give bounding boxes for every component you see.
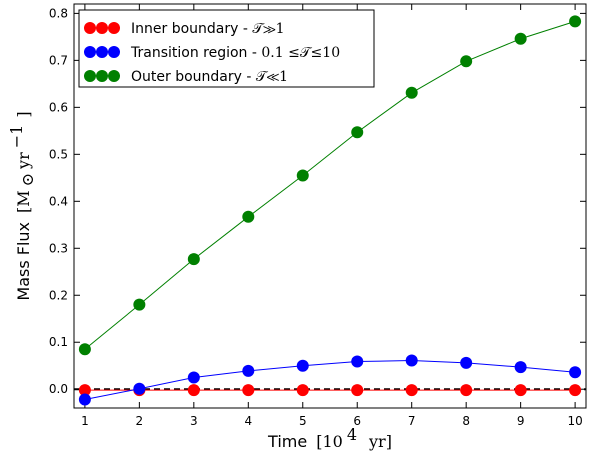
series-2 bbox=[78, 354, 582, 406]
y-tick-label: 0.2 bbox=[49, 288, 68, 302]
x-tick-label: 10 bbox=[567, 414, 582, 428]
legend-label-math: 0.1 ≤𝒯≤10 bbox=[261, 45, 340, 61]
legend-marker bbox=[108, 70, 120, 82]
y-axis-label-unit-tail: ] bbox=[14, 111, 33, 117]
data-point bbox=[78, 384, 91, 397]
legend-marker bbox=[96, 70, 108, 82]
data-point bbox=[242, 364, 255, 377]
legend-marker bbox=[108, 22, 120, 34]
data-point bbox=[460, 356, 473, 369]
y-tick-label: 0.8 bbox=[49, 6, 68, 20]
x-tick-label: 3 bbox=[190, 414, 198, 428]
data-point bbox=[133, 382, 146, 395]
legend-label-math: 𝒯≫1 bbox=[252, 21, 284, 37]
y-tick-label: 0.6 bbox=[49, 100, 68, 114]
series-line bbox=[84, 360, 576, 401]
y-tick-label: 0.4 bbox=[49, 194, 68, 208]
data-point bbox=[569, 366, 582, 379]
data-point bbox=[405, 86, 418, 99]
x-axis-label-unit-sup: 4 bbox=[347, 425, 357, 444]
data-point bbox=[514, 361, 527, 374]
data-point bbox=[296, 384, 309, 397]
data-point bbox=[296, 169, 309, 182]
x-axis-label: Time [10 4 yr] bbox=[267, 425, 392, 451]
data-point bbox=[351, 384, 364, 397]
data-point bbox=[78, 393, 91, 406]
data-point bbox=[351, 355, 364, 368]
x-axis-label-unit: [10 bbox=[316, 432, 343, 451]
x-tick-label: 9 bbox=[517, 414, 525, 428]
legend-label: Outer boundary - 𝒯≪1 bbox=[131, 69, 288, 85]
data-point bbox=[296, 359, 309, 372]
legend-label: Inner boundary - 𝒯≫1 bbox=[131, 21, 285, 37]
legend-marker bbox=[96, 22, 108, 34]
y-tick-label: 0.7 bbox=[49, 53, 68, 67]
y-axis-label: Mass Flux [M ⊙ yr −1 ] bbox=[7, 111, 37, 300]
x-axis-label-unit-tail: yr] bbox=[368, 432, 392, 451]
data-point bbox=[133, 298, 146, 311]
legend-label-text: Inner boundary - bbox=[131, 21, 252, 37]
legend-entry: Transition region - 0.1 ≤𝒯≤10 bbox=[84, 45, 340, 61]
x-tick-label: 5 bbox=[299, 414, 307, 428]
series-layer bbox=[78, 15, 582, 406]
legend-label: Transition region - 0.1 ≤𝒯≤10 bbox=[130, 45, 340, 61]
x-tick-label: 4 bbox=[244, 414, 252, 428]
x-tick-label: 8 bbox=[462, 414, 470, 428]
legend-items: Inner boundary - 𝒯≫1 Transition region - … bbox=[84, 21, 340, 85]
data-point bbox=[242, 210, 255, 223]
plot-frame bbox=[73, 3, 587, 409]
y-axis-label-text: Mass Flux bbox=[14, 222, 33, 301]
x-tick-label: 1 bbox=[81, 414, 89, 428]
legend-marker bbox=[84, 46, 96, 58]
y-tick-label: 0.1 bbox=[49, 335, 68, 349]
x-tick-label: 6 bbox=[353, 414, 361, 428]
data-point bbox=[187, 371, 200, 384]
legend-marker bbox=[84, 70, 96, 82]
data-point bbox=[405, 354, 418, 367]
y-axis-label-unit-sup: −1 bbox=[7, 125, 26, 149]
data-point bbox=[569, 384, 582, 397]
data-point bbox=[569, 15, 582, 28]
legend-box bbox=[78, 9, 375, 88]
tick-labels: 1 2 3 4 5 6 7 8 9 10 0.0 0.1 0.2 0.3 0.4 0.5 0.6 0.7 0.8 bbox=[49, 6, 583, 428]
series-3 bbox=[78, 15, 582, 356]
legend-label-text: Transition region - bbox=[130, 45, 261, 61]
y-axis-label-unit: [M bbox=[14, 190, 33, 213]
data-point bbox=[514, 384, 527, 397]
data-point bbox=[187, 253, 200, 266]
data-point bbox=[514, 32, 527, 45]
data-point bbox=[242, 384, 255, 397]
legend-marker bbox=[84, 22, 96, 34]
data-point bbox=[78, 343, 91, 356]
legend: Inner boundary - 𝒯≫1 Transition region - … bbox=[78, 9, 375, 88]
y-tick-label: 0.5 bbox=[49, 147, 68, 161]
legend-entry: Inner boundary - 𝒯≫1 bbox=[84, 21, 285, 37]
x-tick-label: 7 bbox=[408, 414, 416, 428]
data-point bbox=[460, 384, 473, 397]
y-axis-label-unit-mid: yr bbox=[14, 152, 33, 170]
legend-label-text: Outer boundary - bbox=[131, 69, 256, 85]
legend-marker bbox=[108, 46, 120, 58]
y-axis-label-unit-sub: ⊙ bbox=[18, 173, 37, 186]
legend-entry: Outer boundary - 𝒯≪1 bbox=[84, 69, 288, 85]
y-tick-label: 0.0 bbox=[49, 382, 68, 396]
x-tick-label: 2 bbox=[136, 414, 144, 428]
data-point bbox=[351, 126, 364, 139]
y-tick-label: 0.3 bbox=[49, 241, 68, 255]
data-point bbox=[405, 384, 418, 397]
legend-marker bbox=[96, 46, 108, 58]
series-line bbox=[84, 20, 576, 350]
data-point bbox=[187, 384, 200, 397]
data-point bbox=[460, 55, 473, 68]
x-axis-label-text: Time bbox=[267, 432, 307, 451]
legend-label-math: 𝒯≪1 bbox=[256, 69, 288, 85]
